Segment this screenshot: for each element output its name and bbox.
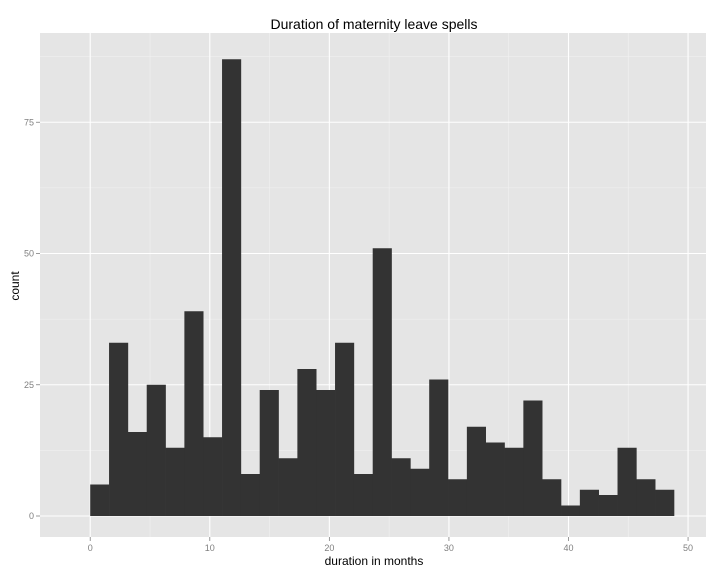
histogram-bar [410, 468, 430, 516]
histogram-bar [391, 458, 411, 516]
histogram-bar [90, 484, 110, 516]
histogram-bar [146, 384, 166, 516]
histogram-bar [579, 489, 599, 516]
histogram-bar [561, 505, 581, 516]
chart-title: Duration of maternity leave spells [271, 16, 478, 32]
histogram-bar [203, 437, 223, 516]
histogram-bar [335, 342, 355, 516]
axis-ticks [36, 121, 689, 541]
histogram-bar [429, 379, 449, 516]
x-tick-label: 10 [205, 543, 215, 553]
histogram-bar [636, 479, 656, 516]
histogram-bar [109, 342, 129, 516]
histogram-bar [259, 390, 279, 516]
histogram-bar [523, 400, 543, 516]
x-tick-label: 30 [444, 543, 454, 553]
histogram-bar [353, 474, 374, 516]
x-tick-label: 0 [88, 543, 93, 553]
x-tick-label: 40 [563, 543, 573, 553]
histogram-bar [240, 474, 261, 516]
histogram-bar [504, 447, 524, 516]
histogram-bar [165, 447, 185, 516]
x-tick-label: 20 [324, 543, 334, 553]
histogram-bar [222, 59, 242, 516]
histogram-bar [297, 369, 317, 516]
y-tick-label: 75 [24, 117, 34, 127]
y-tick-label: 50 [24, 249, 34, 259]
histogram-bars [90, 59, 675, 516]
histogram-bar [278, 458, 298, 516]
axis-tick-labels: 0 10 20 30 40 50 0 25 50 75 [24, 117, 693, 553]
histogram-bar [485, 442, 505, 516]
histogram-bar [127, 432, 148, 516]
x-tick-label: 50 [683, 543, 693, 553]
x-axis-title: duration in months [325, 554, 424, 568]
y-tick-label: 25 [24, 380, 34, 390]
histogram-bar [316, 390, 336, 516]
histogram-bar [598, 495, 618, 516]
histogram-bar [617, 447, 637, 516]
histogram-bar [542, 479, 562, 516]
y-tick-label: 0 [29, 511, 34, 521]
histogram-bar [372, 248, 392, 516]
y-axis-title: count [8, 271, 22, 301]
histogram-bar [655, 489, 675, 516]
histogram-bar [448, 479, 468, 516]
histogram-bar [184, 311, 204, 516]
histogram-bar [466, 426, 486, 516]
